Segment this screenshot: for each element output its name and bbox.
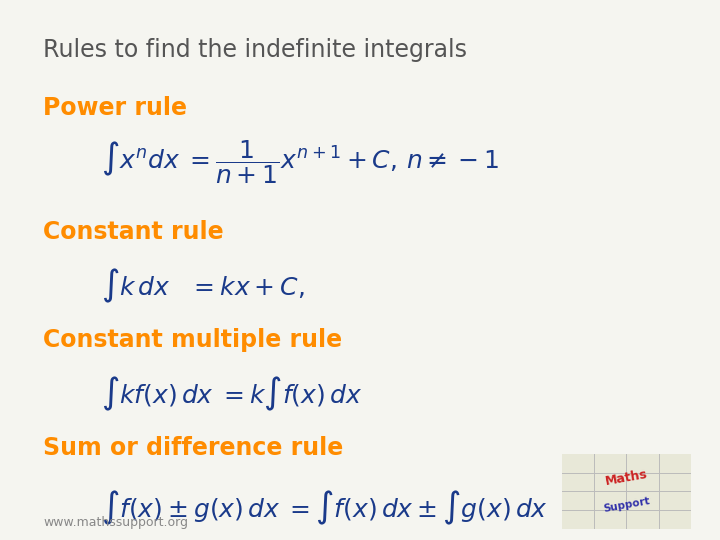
Text: Support: Support (602, 496, 651, 514)
Text: $\int k\,dx \;\;\; = kx + C,$: $\int k\,dx \;\;\; = kx + C,$ (101, 267, 305, 305)
Text: www.mathssupport.org: www.mathssupport.org (43, 516, 188, 529)
Text: Rules to find the indefinite integrals: Rules to find the indefinite integrals (43, 38, 467, 62)
Text: Constant multiple rule: Constant multiple rule (43, 328, 342, 352)
Text: $\int x^n dx \; = \dfrac{1}{n+1} x^{n+1} + C,\, n \neq -1$: $\int x^n dx \; = \dfrac{1}{n+1} x^{n+1}… (101, 138, 499, 186)
Text: Sum or difference rule: Sum or difference rule (43, 436, 343, 460)
Text: Maths: Maths (604, 468, 649, 488)
Text: $\int f(x) \pm g(x)\,dx \; = \int f(x)\,dx \pm \int g(x)\,dx$: $\int f(x) \pm g(x)\,dx \; = \int f(x)\,… (101, 489, 548, 526)
Text: Power rule: Power rule (43, 96, 187, 120)
Text: Constant rule: Constant rule (43, 220, 224, 244)
FancyBboxPatch shape (555, 450, 698, 533)
Text: $\int kf(x)\,dx \; = k\int f(x)\,dx$: $\int kf(x)\,dx \; = k\int f(x)\,dx$ (101, 375, 362, 413)
